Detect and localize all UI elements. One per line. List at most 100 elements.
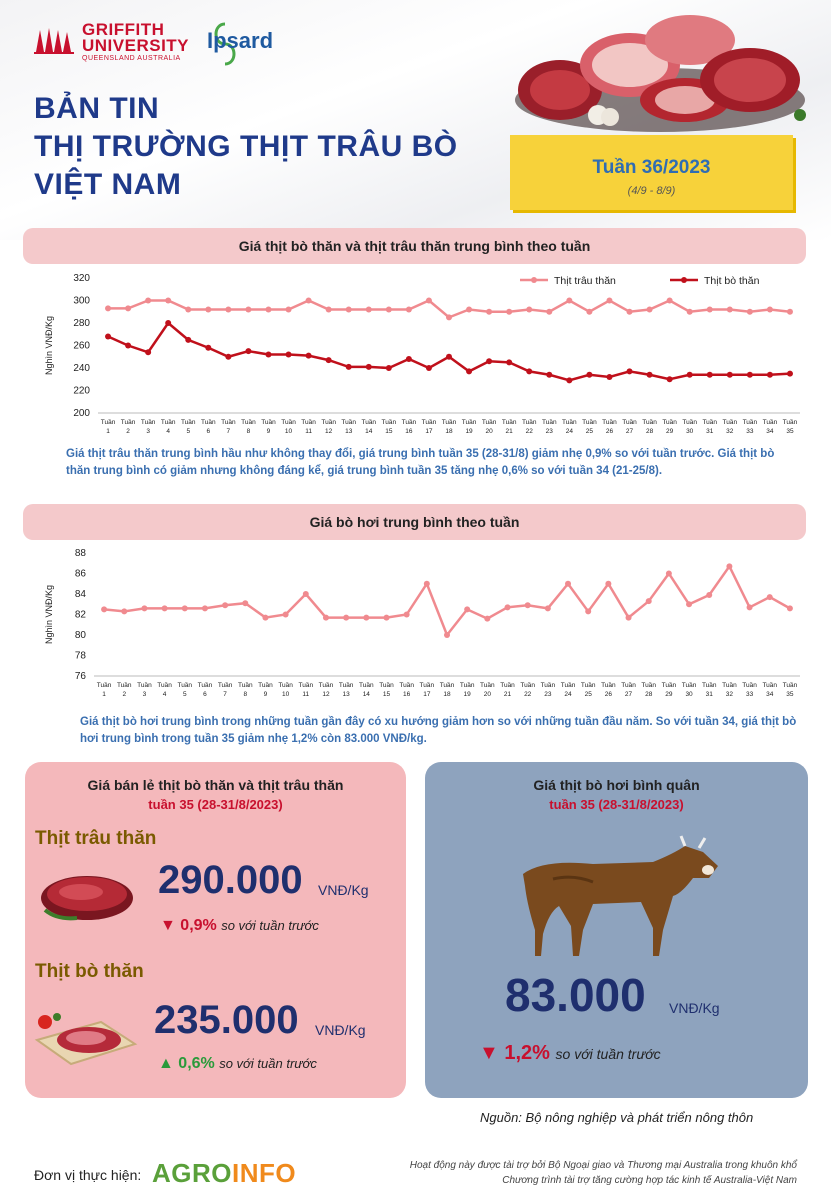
- ipsard-mark-icon: [214, 22, 236, 66]
- data-point: [425, 297, 432, 304]
- x-tick-number: 6: [203, 691, 207, 698]
- data-point: [305, 352, 312, 359]
- data-point: [345, 363, 352, 370]
- x-tick-number: 6: [207, 428, 211, 435]
- x-tick-label: Tuần: [601, 680, 616, 689]
- retail-panel-title: Giá bán lẻ thịt bò thăn và thịt trâu thă…: [87, 777, 344, 793]
- x-tick-number: 25: [586, 428, 594, 435]
- data-point: [305, 297, 312, 304]
- data-point: [325, 357, 332, 364]
- data-point: [245, 306, 252, 313]
- data-point: [526, 368, 533, 375]
- x-tick-number: 35: [786, 691, 794, 698]
- data-point: [185, 336, 192, 343]
- x-tick-label: Tuần: [198, 680, 213, 689]
- y-tick-label: 240: [73, 363, 90, 374]
- x-tick-number: 4: [166, 428, 170, 435]
- live-price: 83.000: [505, 969, 646, 1021]
- data-point: [606, 297, 613, 304]
- data-point: [225, 306, 232, 313]
- data-point: [262, 614, 269, 621]
- x-tick-number: 15: [383, 691, 391, 698]
- data-point: [446, 353, 452, 360]
- x-tick-number: 28: [645, 691, 653, 698]
- x-tick-label: Tuần: [662, 417, 677, 426]
- x-tick-number: 7: [223, 691, 227, 698]
- x-tick-number: 2: [122, 691, 126, 698]
- title-line-2: THỊ TRƯỜNG THỊT TRÂU BÒ: [34, 130, 458, 163]
- x-tick-number: 9: [264, 691, 268, 698]
- x-tick-number: 18: [445, 428, 453, 435]
- y-tick-label: 88: [75, 548, 87, 559]
- y-tick-label: 300: [73, 296, 90, 307]
- x-tick-label: Tuần: [258, 680, 273, 689]
- data-point: [423, 580, 430, 587]
- x-tick-label: Tuần: [238, 680, 253, 689]
- x-tick-label: Tuần: [359, 680, 374, 689]
- data-point: [105, 333, 112, 340]
- data-point: [586, 371, 593, 378]
- page-title: BẢN TIN THỊ TRƯỜNG THỊT TRÂU BÒ VIỆT NAM: [34, 90, 458, 204]
- x-tick-number: 21: [506, 428, 514, 435]
- x-tick-number: 30: [685, 691, 693, 698]
- x-tick-label: Tuần: [561, 680, 576, 689]
- data-point: [506, 308, 513, 315]
- griffith-logo: GRIFFITH UNIVERSITY QUEENSLAND AUSTRALIA: [34, 21, 194, 68]
- y-tick-label: 220: [73, 386, 90, 397]
- x-tick-number: 13: [345, 428, 353, 435]
- x-tick-number: 31: [706, 428, 714, 435]
- x-tick-label: Tuần: [682, 417, 697, 426]
- x-tick-label: Tuần: [442, 417, 457, 426]
- live-cattle-panel: Giá thịt bò hơi bình quân tuần 35 (28-31…: [425, 762, 808, 1098]
- live-change: ▼ 1,2% so với tuần trước: [479, 1042, 661, 1065]
- cow-icon: [523, 835, 718, 956]
- data-point: [746, 371, 753, 378]
- x-tick-number: 7: [227, 428, 231, 435]
- y-tick-label: 80: [75, 630, 87, 641]
- data-point: [285, 306, 292, 313]
- x-tick-label: Tuần: [762, 680, 777, 689]
- data-point: [546, 308, 553, 315]
- x-tick-label: Tuần: [562, 417, 577, 426]
- data-point: [506, 359, 513, 366]
- live-change-note: so với tuần trước: [555, 1046, 661, 1062]
- data-point: [766, 306, 773, 313]
- data-point: [504, 604, 511, 611]
- x-tick-label: Tuần: [480, 680, 495, 689]
- x-tick-label: Tuần: [541, 680, 556, 689]
- series-line: [103, 563, 791, 638]
- data-point: [245, 348, 252, 355]
- legend-label: Thịt trâu thăn: [554, 275, 616, 287]
- y-tick-label: 320: [73, 273, 90, 284]
- source-note: Nguồn: Bộ nông nghiệp và phát triển nông…: [480, 1110, 754, 1125]
- x-tick-label: Tuần: [702, 680, 717, 689]
- x-tick-label: Tuần: [621, 680, 636, 689]
- x-tick-number: 33: [746, 691, 754, 698]
- data-point: [566, 297, 573, 304]
- x-tick-number: 23: [544, 691, 552, 698]
- data-point: [101, 606, 108, 613]
- x-tick-number: 26: [605, 691, 613, 698]
- beef-loin-label: Thịt bò thăn: [35, 961, 144, 982]
- x-tick-number: 14: [365, 428, 373, 435]
- x-tick-label: Tuần: [422, 417, 437, 426]
- live-price-unit: VNĐ/Kg: [669, 1000, 720, 1016]
- y-tick-label: 260: [73, 341, 90, 352]
- data-point: [145, 349, 152, 356]
- data-point: [586, 308, 593, 315]
- x-tick-number: 10: [282, 691, 290, 698]
- x-tick-number: 12: [325, 428, 333, 435]
- beef-price: 235.000: [154, 998, 299, 1042]
- data-point: [343, 614, 350, 621]
- y-tick-label: 76: [75, 671, 87, 682]
- x-tick-label: Tuần: [642, 417, 657, 426]
- data-point: [205, 306, 212, 313]
- x-tick-label: Tuần: [299, 680, 314, 689]
- section2-band-title: Giá bò hơi trung bình theo tuần: [23, 504, 806, 540]
- data-point: [606, 374, 613, 380]
- buffalo-change-note: so với tuần trước: [221, 918, 319, 933]
- x-tick-number: 19: [465, 428, 473, 435]
- x-tick-label: Tuần: [221, 417, 236, 426]
- data-point: [544, 605, 551, 612]
- griffith-subtitle: QUEENSLAND AUSTRALIA: [82, 55, 181, 62]
